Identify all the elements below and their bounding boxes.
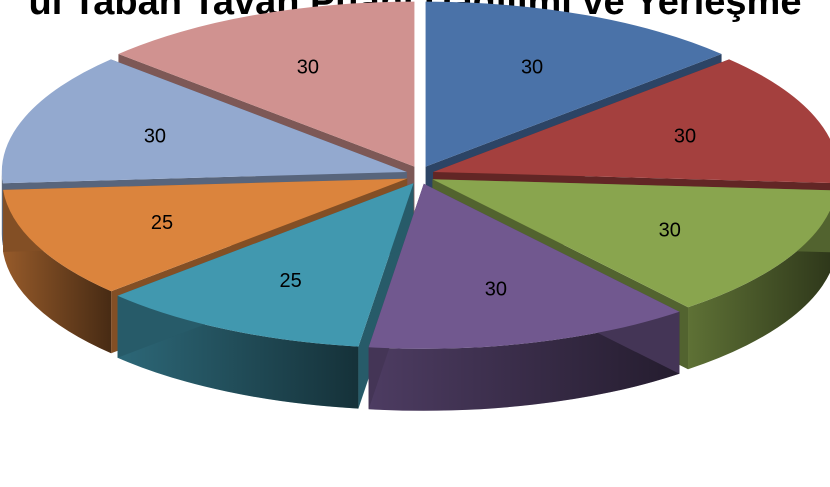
pie-slice-4 [368, 183, 680, 411]
data-label-3: 30 [659, 219, 681, 241]
data-label-5: 25 [279, 270, 301, 292]
pie-slice-top [433, 59, 830, 184]
data-label-1: 30 [521, 57, 543, 79]
data-label-8: 30 [297, 57, 319, 79]
data-label-2: 30 [674, 125, 696, 147]
pie-slice-wall-shading [368, 311, 680, 411]
pie-slice-top [3, 178, 408, 292]
pie-slice-top [1, 59, 407, 184]
data-label-7: 30 [144, 125, 166, 147]
pie-slice-top [118, 1, 415, 167]
pie-slice-top [425, 1, 722, 167]
data-label-4: 30 [485, 279, 507, 301]
pie-slice-top [117, 183, 414, 347]
pie-slice-wall-shading [1, 171, 3, 246]
pie-slice-wall-shading [3, 189, 112, 354]
pie-slice-wall-shading [688, 210, 830, 370]
pie-slice-top [432, 179, 830, 308]
chart-title: ul Taban Tavan Puanı Dağılımı ve Yerleşm… [29, 0, 802, 23]
data-label-6: 25 [151, 212, 173, 234]
pie-slice-top [368, 183, 680, 349]
